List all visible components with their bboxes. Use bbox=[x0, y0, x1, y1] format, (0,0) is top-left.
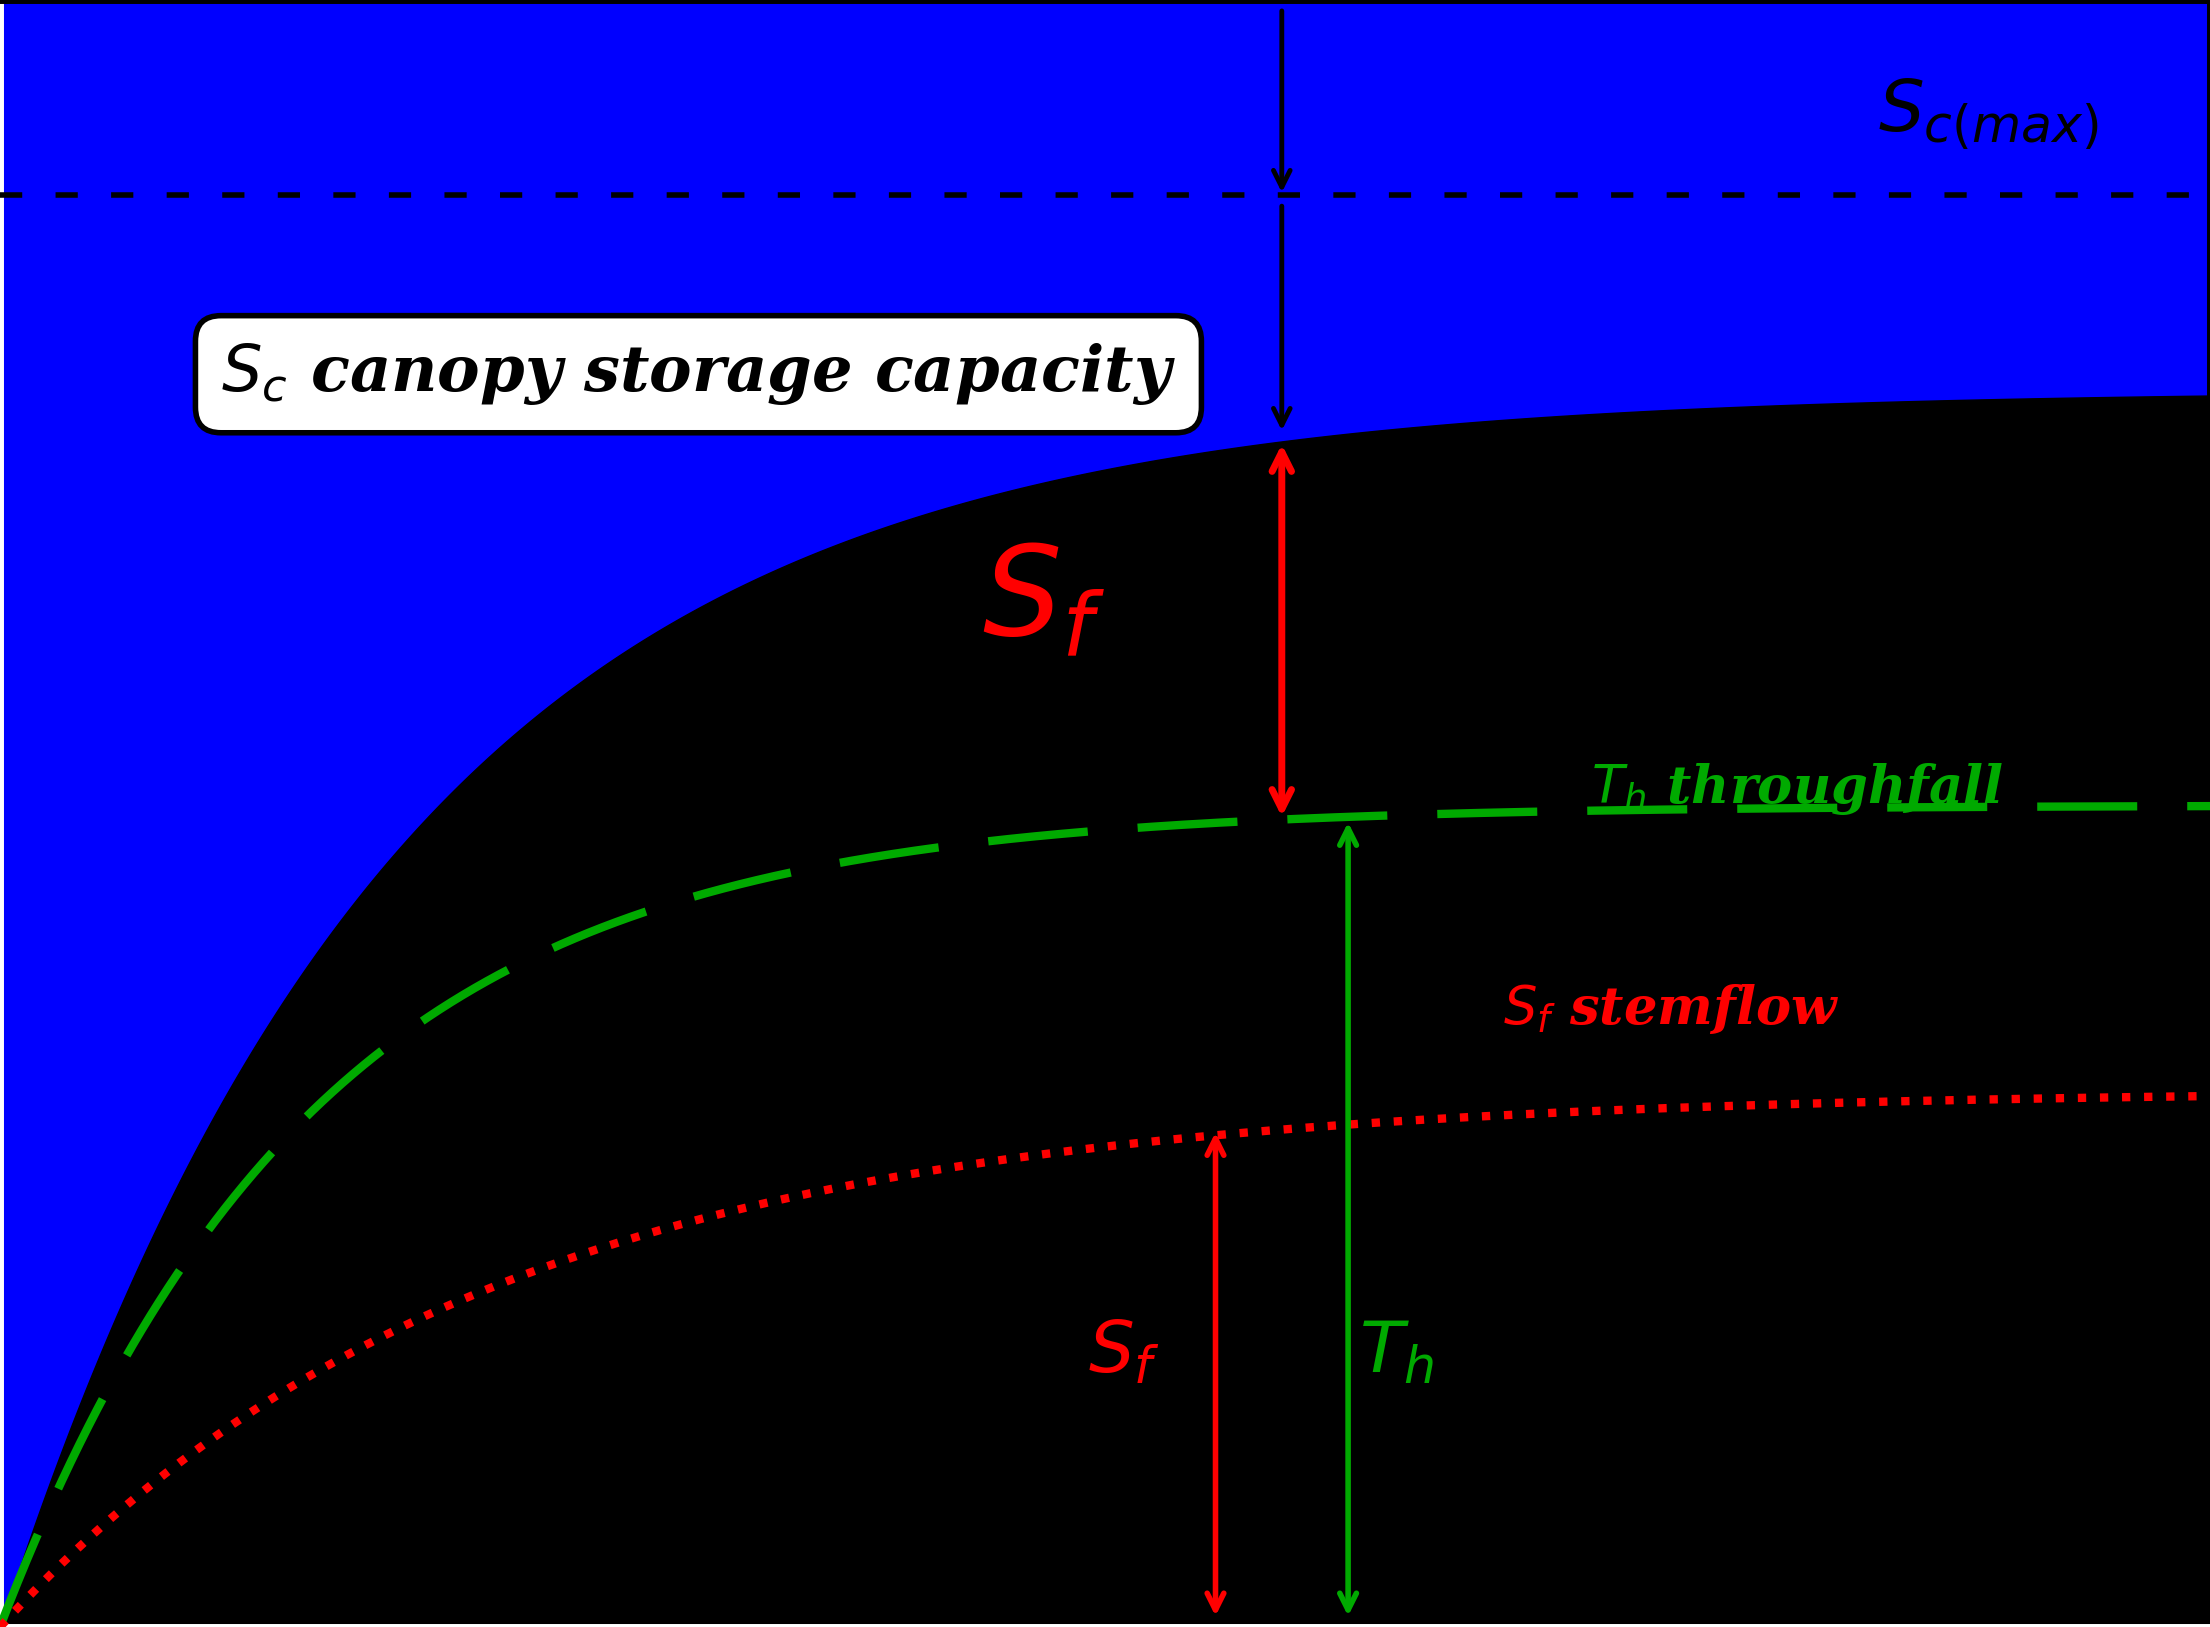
Text: $T_h$ throughfall: $T_h$ throughfall bbox=[1591, 761, 2004, 817]
Text: $S_{c(max)}$: $S_{c(max)}$ bbox=[1878, 76, 2100, 151]
Text: $P_n$ net rainfall: $P_n$ net rainfall bbox=[1436, 526, 1843, 581]
Text: $T_h$: $T_h$ bbox=[1359, 1315, 1434, 1386]
Text: $S_c$ canopy storage capacity: $S_c$ canopy storage capacity bbox=[221, 342, 1176, 407]
Text: $S_f$: $S_f$ bbox=[981, 542, 1105, 662]
Text: $S_f$ stemflow: $S_f$ stemflow bbox=[1503, 981, 1839, 1036]
Text: $S_f$: $S_f$ bbox=[1087, 1315, 1160, 1386]
